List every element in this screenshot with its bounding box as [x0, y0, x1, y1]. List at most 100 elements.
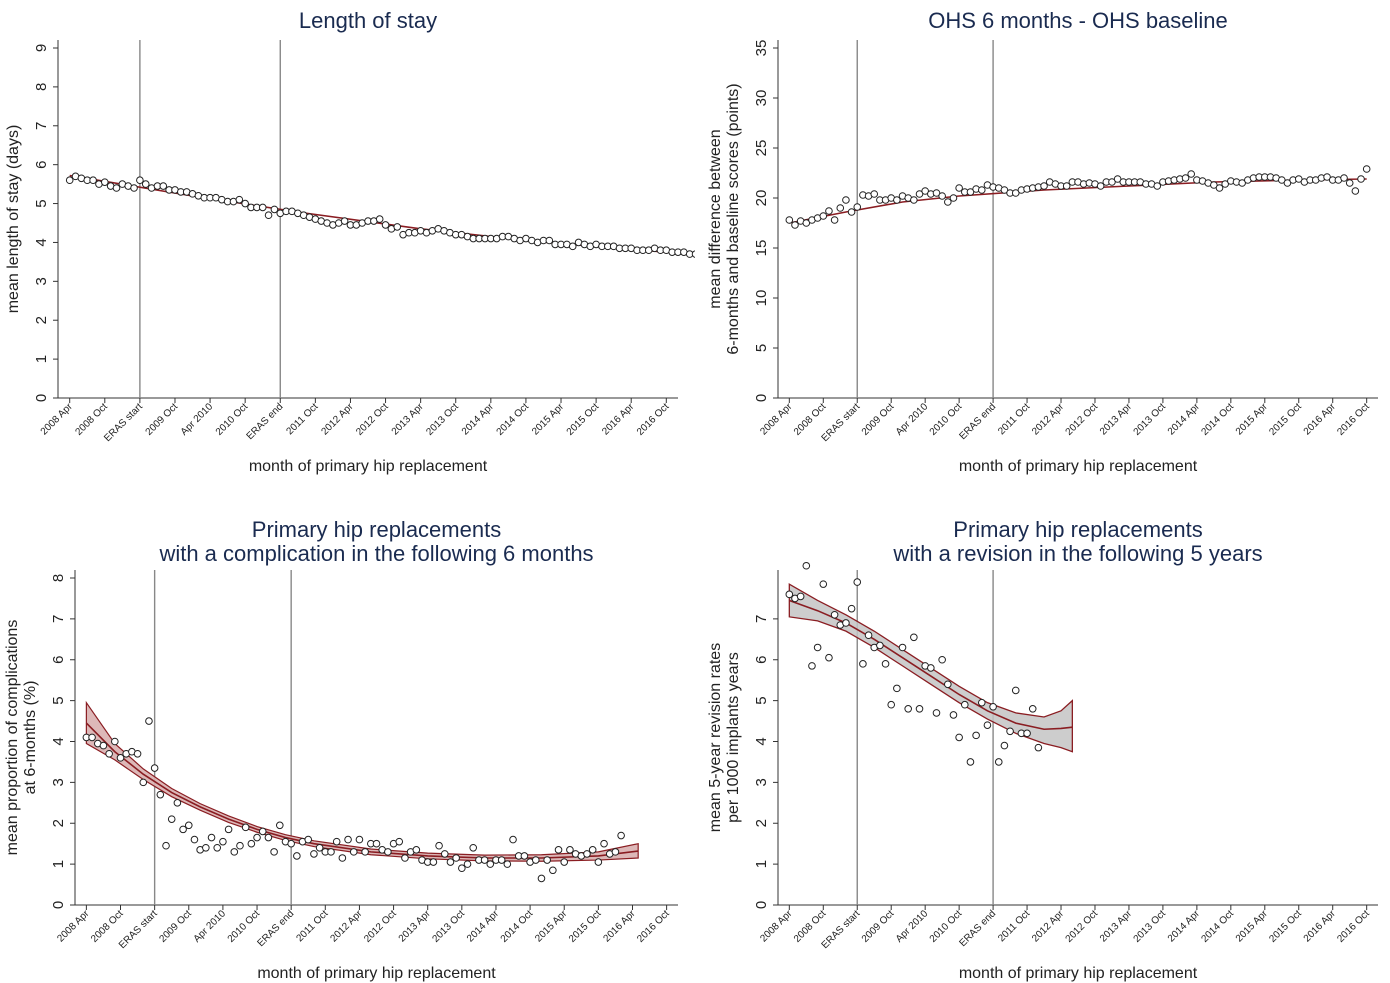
data-point [545, 236, 554, 245]
data-point [1000, 186, 1009, 194]
y-tick-label: 1 [753, 860, 770, 868]
data-point [1362, 165, 1371, 173]
x-tick-label: 2015 Apr [1234, 401, 1271, 438]
data-point [955, 733, 963, 742]
data-point [1023, 729, 1031, 738]
data-point [568, 242, 577, 251]
x-tick-label: 2008 Apr [55, 908, 92, 945]
data-point [966, 188, 975, 196]
x-tick-label: 2013 Apr [390, 401, 427, 438]
y-axis-title: mean length of stay (days) [5, 125, 22, 314]
x-tick-label: 2014 Apr [460, 401, 497, 438]
x-tick-label: 2012 Apr [1030, 908, 1067, 945]
data-point [1345, 179, 1354, 187]
x-tick-label: 2014 Oct [1199, 401, 1236, 438]
data-point [235, 195, 244, 204]
data-point [560, 858, 569, 866]
y-tick-label: 3 [33, 277, 50, 285]
data-point [972, 731, 980, 740]
x-tick-label: ERAS end [245, 401, 286, 442]
data-point [258, 203, 267, 212]
data-point [932, 709, 941, 717]
y-axis-title: mean 5-year revision rates [707, 643, 724, 832]
data-point [463, 860, 472, 868]
data-point [537, 874, 546, 883]
data-point [617, 831, 625, 840]
x-tick-label: Apr 2010 [894, 908, 931, 945]
y-axis-title: mean difference between [707, 129, 724, 308]
confidence-band [85, 700, 639, 862]
data-point [881, 660, 890, 668]
data-point [1113, 175, 1122, 183]
data-point [340, 217, 349, 225]
data-point [381, 221, 390, 229]
data-point [1357, 175, 1365, 183]
data-point [830, 610, 839, 619]
x-tick-label: 2008 Apr [758, 401, 795, 438]
data-point [179, 825, 187, 834]
y-tick-label: 5 [753, 344, 770, 352]
x-tick-label: 2013 Oct [1132, 401, 1169, 438]
x-tick-label: 2016 Apr [1302, 908, 1339, 945]
data-point [1011, 189, 1020, 197]
x-tick-label: 2015 Oct [1267, 908, 1304, 945]
x-tick-label: 2014 Oct [499, 908, 536, 945]
y-tick-label: 7 [33, 122, 50, 130]
data-point [509, 835, 517, 844]
data-point [898, 643, 907, 652]
x-tick-label: 2014 Oct [1199, 908, 1236, 945]
data-point [910, 196, 918, 204]
data-point [241, 199, 249, 208]
data-point [830, 216, 839, 224]
y-tick-label: 2 [33, 316, 50, 324]
data-point [230, 848, 239, 856]
data-point [141, 180, 150, 188]
x-tick-label: 2012 Oct [362, 908, 399, 945]
data-point [893, 196, 901, 204]
data-point [65, 176, 74, 185]
y-tick-label: 20 [753, 190, 770, 207]
y-tick-label: 25 [753, 140, 770, 157]
data-point [401, 854, 409, 862]
x-tick-label: 2012 Oct [1064, 908, 1101, 945]
data-point [344, 835, 352, 844]
chart-title: with a revision in the following 5 years [892, 541, 1262, 566]
data-point [938, 192, 946, 200]
data-point [549, 866, 557, 875]
data-point [202, 843, 210, 852]
data-point [876, 641, 884, 650]
data-point [989, 702, 997, 711]
x-tick-label: Apr 2010 [894, 401, 931, 438]
x-tick-label: 2013 Apr [397, 908, 434, 945]
data-point [469, 843, 478, 852]
data-point [1215, 184, 1224, 192]
data-point [1181, 174, 1190, 182]
data-point [927, 664, 935, 672]
data-point [531, 856, 540, 864]
y-tick-label: 3 [753, 778, 770, 786]
x-tick-label: 2014 Apr [1166, 908, 1203, 945]
x-tick-label: 2014 Apr [1166, 401, 1203, 438]
data-point [338, 854, 347, 862]
data-point [247, 839, 256, 848]
data-point [100, 178, 109, 186]
x-tick-label: 2008 Oct [73, 401, 110, 438]
data-point [355, 835, 364, 844]
data-point [870, 190, 879, 198]
data-point [802, 561, 811, 570]
y-tick-label: 5 [33, 199, 50, 207]
data-point [966, 758, 975, 766]
data-point [133, 749, 142, 758]
y-tick-label: 2 [50, 819, 67, 827]
y-tick-label: 30 [753, 90, 770, 107]
data-point [480, 856, 489, 864]
x-tick-label: 2012 Apr [328, 908, 365, 945]
data-point [1011, 686, 1020, 695]
y-tick-label: 9 [33, 44, 50, 52]
data-point [1006, 727, 1014, 736]
x-tick-label: 2015 Oct [1267, 401, 1304, 438]
data-point [785, 216, 794, 224]
data-point [791, 221, 799, 229]
